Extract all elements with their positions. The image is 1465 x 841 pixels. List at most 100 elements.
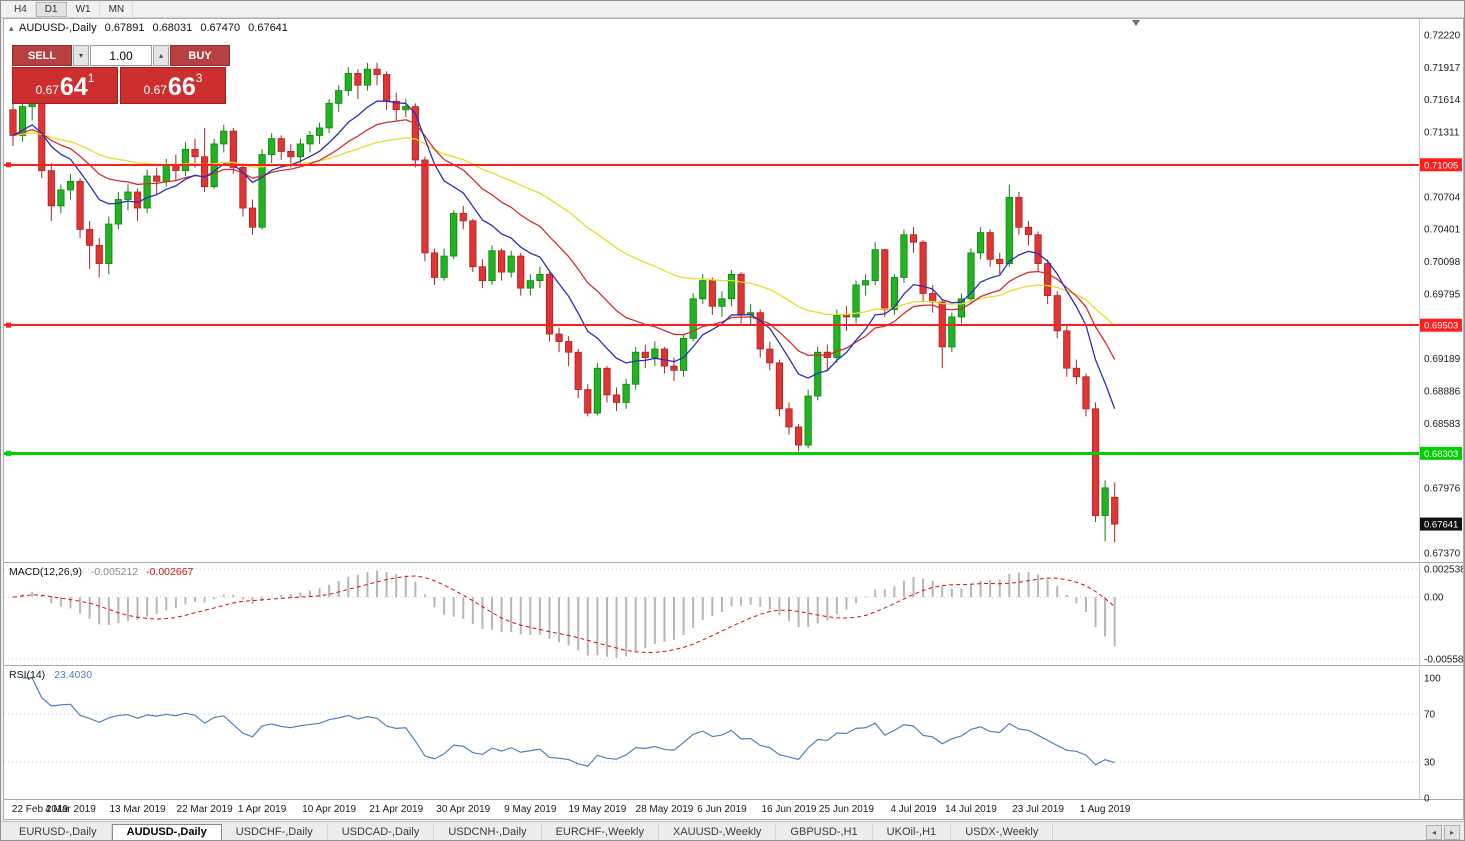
- date-tick-label: 16 Jun 2019: [761, 804, 817, 815]
- sell-price-main: 64: [59, 73, 88, 101]
- date-tick-label: 14 Jul 2019: [945, 804, 997, 815]
- date-tick-label: 1 Aug 2019: [1079, 804, 1131, 815]
- sell-price-pipette: 1: [87, 71, 95, 85]
- macd-pane: [4, 568, 1419, 660]
- rsi-pane-header: RSI(14) 23.4030: [9, 669, 92, 681]
- chevron-up-icon[interactable]: ▴: [9, 23, 14, 33]
- buy-price-pipette: 3: [195, 71, 203, 85]
- timeframe-buttons: H4 D1 W1 MN: [5, 1, 134, 17]
- ohlc-close: 0.67641: [248, 22, 288, 34]
- svg-text:0.68303: 0.68303: [1424, 449, 1458, 460]
- tab-eurchf-weekly[interactable]: EURCHF-,Weekly: [542, 823, 659, 840]
- svg-text:0.67641: 0.67641: [1424, 520, 1458, 531]
- macd-pane-header: MACD(12,26,9) -0.005212 -0.002667: [9, 566, 193, 578]
- chart-symbol-header: ▴ AUDUSD-,Daily 0.67891 0.68031 0.67470 …: [9, 22, 288, 34]
- date-tick-label: 6 Jun 2019: [697, 804, 747, 815]
- svg-text:0.71005: 0.71005: [1424, 160, 1458, 171]
- svg-text:0: 0: [1424, 794, 1430, 805]
- date-tick-label: 22 Feb 2019: [11, 804, 69, 815]
- svg-text:0.68886: 0.68886: [1424, 387, 1461, 398]
- date-tick-label: 21 Apr 2019: [369, 804, 424, 815]
- date-tick-label: 25 Jun 2019: [818, 804, 874, 815]
- sell-price-prefix: 0.67: [35, 83, 59, 97]
- triangle-down-icon: ▾: [78, 51, 83, 60]
- svg-text:0.72220: 0.72220: [1424, 31, 1461, 42]
- tab-usdcnh-daily[interactable]: USDCNH-,Daily: [434, 823, 542, 840]
- tab-scroll-left-button[interactable]: ◂: [1426, 824, 1442, 840]
- tab-audusd-daily[interactable]: AUDUSD-,Daily: [111, 823, 222, 840]
- svg-text:0.002538: 0.002538: [1424, 565, 1463, 576]
- macd-signal-value: -0.002667: [146, 566, 194, 578]
- tab-xauusd-weekly[interactable]: XAUUSD-,Weekly: [659, 823, 777, 840]
- macd-label: MACD(12,26,9): [9, 566, 82, 578]
- ma-45-line: [12, 132, 1116, 327]
- ohlc-low: 0.67470: [200, 22, 241, 34]
- tab-ukoil-h1[interactable]: UKOil-,H1: [873, 823, 952, 840]
- svg-text:0.68583: 0.68583: [1424, 419, 1461, 430]
- timeframe-button-h4[interactable]: H4: [5, 1, 36, 17]
- svg-text:0.71311: 0.71311: [1424, 128, 1460, 139]
- svg-text:0.69503: 0.69503: [1424, 321, 1458, 332]
- tab-gbpusd-h1[interactable]: GBPUSD-,H1: [776, 823, 873, 840]
- rsi-label: RSI(14): [9, 669, 46, 681]
- symbol-period-label: AUDUSD-,Daily: [18, 22, 97, 34]
- tab-scroll-right-button[interactable]: ▸: [1444, 824, 1460, 840]
- chart-container: 0.72220 0.71917 0.71614 0.71311 0.70704 0.704…: [3, 18, 1464, 820]
- chart-shift-marker[interactable]: [1132, 20, 1140, 26]
- ohlc-high: 0.68031: [152, 22, 193, 34]
- triangle-up-icon: ▴: [158, 51, 163, 60]
- macd-main-value: -0.005212: [90, 566, 139, 578]
- price-axis: 0.72220 0.71917 0.71614 0.71311 0.70704 0.704…: [1420, 31, 1463, 805]
- tab-eurusd-daily[interactable]: EURUSD-,Daily: [5, 823, 112, 840]
- svg-text:0.67370: 0.67370: [1424, 548, 1461, 559]
- date-tick-label: 22 Mar 2019: [176, 804, 233, 815]
- svg-text:0.69795: 0.69795: [1424, 289, 1461, 300]
- date-tick-label: 4 Jul 2019: [890, 804, 937, 815]
- timeframe-toolbar: H4 D1 W1 MN: [1, 1, 1464, 18]
- buy-price-main: 66: [167, 73, 196, 101]
- arrow-right-icon: ▸: [1449, 827, 1454, 837]
- date-axis[interactable]: 22 Feb 2019 4 Mar 2019 13 Mar 2019 22 Mar 2…: [4, 801, 1463, 819]
- buy-price-prefix: 0.67: [143, 83, 167, 97]
- buy-price-button[interactable]: 0.67 66 3: [120, 67, 226, 104]
- svg-text:0.71614: 0.71614: [1424, 95, 1461, 106]
- svg-text:0.00: 0.00: [1424, 593, 1444, 604]
- tab-usdchf-daily[interactable]: USDCHF-,Daily: [222, 823, 328, 840]
- buy-button[interactable]: BUY: [170, 45, 230, 66]
- svg-text:0.69189: 0.69189: [1424, 354, 1461, 365]
- tab-usdx-weekly[interactable]: USDX-,Weekly: [951, 823, 1054, 840]
- volume-input[interactable]: 1.00: [90, 45, 152, 66]
- timeframe-button-w1[interactable]: W1: [67, 1, 100, 17]
- sell-price-button[interactable]: 0.67 64 1: [12, 67, 118, 104]
- candlestick-chart[interactable]: 0.72220 0.71917 0.71614 0.71311 0.70704 0.704…: [4, 19, 1463, 819]
- chart-tabs: EURUSD-,Daily AUDUSD-,Daily USDCHF-,Daily U…: [1, 822, 1054, 840]
- sell-button[interactable]: SELL: [12, 45, 72, 66]
- svg-text:30: 30: [1424, 758, 1436, 769]
- tab-scroll-controls: ◂ ▸: [1426, 824, 1464, 840]
- date-tick-label: 30 Apr 2019: [436, 804, 491, 815]
- svg-text:100: 100: [1424, 674, 1441, 685]
- date-tick-label: 10 Apr 2019: [302, 804, 357, 815]
- horizontal-lines: [4, 162, 1419, 456]
- pane-separators: [4, 19, 1463, 800]
- date-tick-label: 28 May 2019: [635, 804, 694, 815]
- timeframe-button-d1[interactable]: D1: [35, 1, 67, 17]
- rsi-value: 23.4030: [54, 669, 93, 681]
- rsi-pane: [4, 677, 1419, 767]
- ma-10-line: [12, 100, 1116, 409]
- svg-text:0.70704: 0.70704: [1424, 192, 1461, 203]
- svg-text:0.67976: 0.67976: [1424, 484, 1461, 495]
- date-tick-label: 9 May 2019: [504, 804, 557, 815]
- date-tick-label: 1 Apr 2019: [237, 804, 287, 815]
- date-tick-label: 23 Jul 2019: [1012, 804, 1064, 815]
- one-click-trading-panel: SELL ▾ 1.00 ▴ BUY 0.67 64 1 0.67 66 3: [12, 45, 230, 104]
- svg-text:70: 70: [1424, 710, 1436, 721]
- date-tick-label: 19 May 2019: [568, 804, 627, 815]
- tab-usdcad-daily[interactable]: USDCAD-,Daily: [328, 823, 435, 840]
- arrow-left-icon: ◂: [1431, 827, 1436, 837]
- volume-increase-button[interactable]: ▴: [153, 45, 169, 66]
- volume-decrease-button[interactable]: ▾: [73, 45, 89, 66]
- timeframe-button-mn[interactable]: MN: [100, 1, 134, 17]
- chart-tab-bar: EURUSD-,Daily AUDUSD-,Daily USDCHF-,Daily U…: [1, 821, 1464, 840]
